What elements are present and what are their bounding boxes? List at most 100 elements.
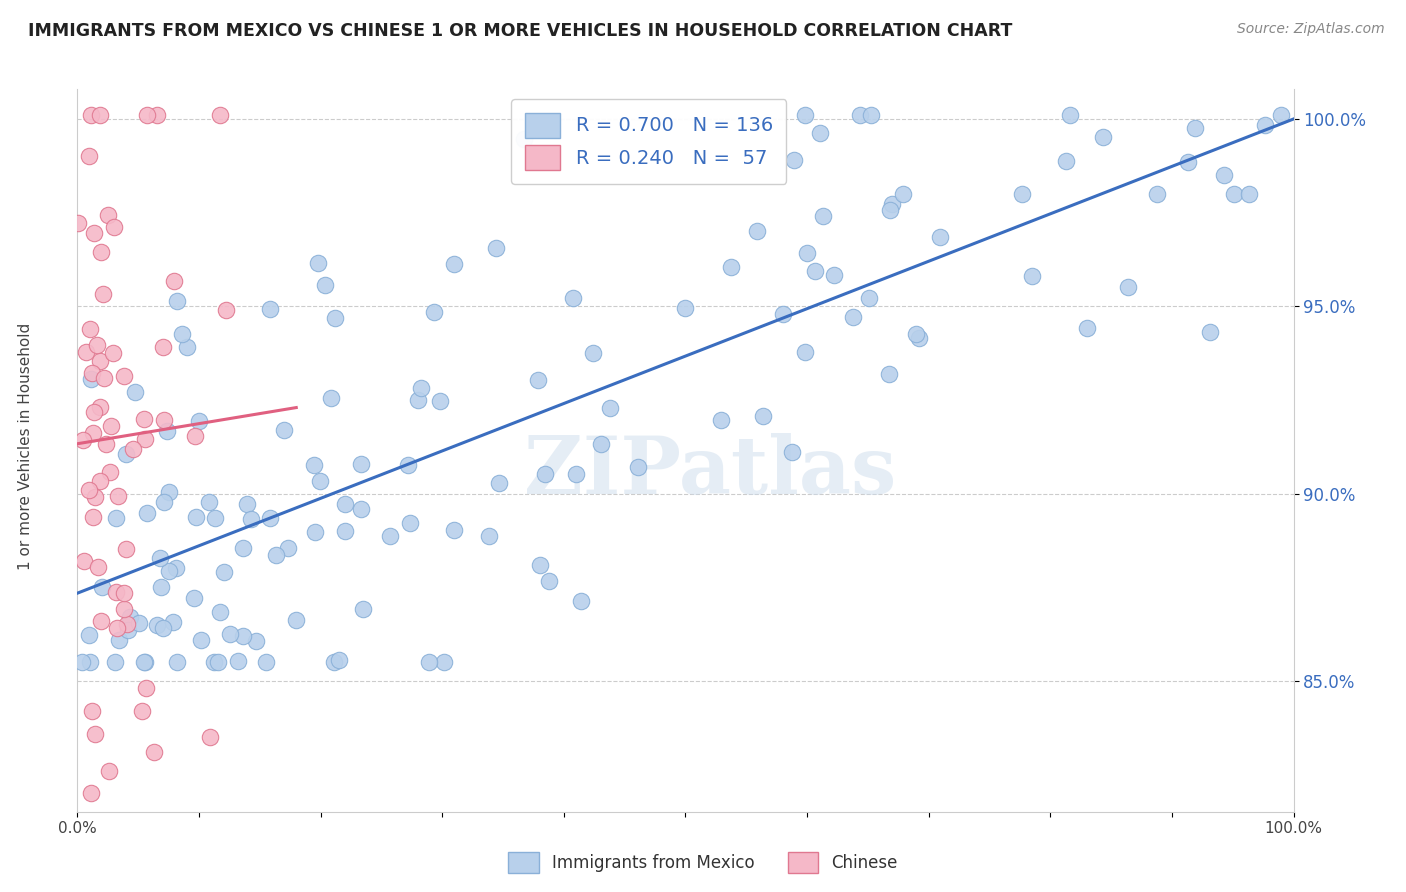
Point <box>589 436 612 450</box>
Point <box>184 429 207 443</box>
Point <box>198 494 221 508</box>
Point <box>752 409 775 424</box>
Point <box>156 424 179 438</box>
Point <box>79 655 101 669</box>
Point <box>411 381 433 395</box>
Point <box>72 434 94 448</box>
Point <box>335 497 357 511</box>
Point <box>380 528 402 542</box>
Point <box>302 458 325 472</box>
Point <box>152 412 174 426</box>
Point <box>772 307 794 321</box>
Point <box>112 368 135 383</box>
Point <box>91 286 114 301</box>
Point <box>849 108 872 122</box>
Point <box>207 655 229 669</box>
Point <box>1213 168 1236 182</box>
Point <box>143 745 166 759</box>
Point <box>808 126 831 140</box>
Point <box>107 489 129 503</box>
Point <box>780 445 803 459</box>
Point <box>183 591 205 605</box>
Point <box>406 393 429 408</box>
Point <box>134 432 156 446</box>
Point <box>80 704 103 718</box>
Text: 1 or more Vehicles in Household: 1 or more Vehicles in Household <box>18 322 32 570</box>
Point <box>134 412 156 426</box>
Point <box>284 614 307 628</box>
Point <box>136 108 159 122</box>
Point <box>105 584 128 599</box>
Point <box>82 510 104 524</box>
Point <box>90 580 112 594</box>
Point <box>166 294 188 309</box>
Point <box>710 413 733 427</box>
Point <box>215 303 238 318</box>
Point <box>891 187 914 202</box>
Point <box>418 655 440 669</box>
Legend: Immigrants from Mexico, Chinese: Immigrants from Mexico, Chinese <box>502 846 904 880</box>
Point <box>1021 269 1043 284</box>
Point <box>1270 108 1292 122</box>
Point <box>673 301 696 315</box>
Point <box>323 311 346 326</box>
Point <box>128 615 150 630</box>
Point <box>794 108 817 122</box>
Point <box>157 485 180 500</box>
Point <box>236 498 259 512</box>
Point <box>534 467 557 482</box>
Point <box>561 291 583 305</box>
Point <box>79 322 101 336</box>
Point <box>98 465 121 479</box>
Point <box>166 655 188 669</box>
Point <box>202 655 225 669</box>
Point <box>94 437 117 451</box>
Point <box>212 565 235 579</box>
Text: IMMIGRANTS FROM MEXICO VS CHINESE 1 OR MORE VEHICLES IN HOUSEHOLD CORRELATION CH: IMMIGRANTS FROM MEXICO VS CHINESE 1 OR M… <box>28 22 1012 40</box>
Point <box>165 560 187 574</box>
Point <box>121 442 143 457</box>
Point <box>89 108 111 122</box>
Point <box>80 366 103 380</box>
Point <box>112 585 135 599</box>
Point <box>186 509 208 524</box>
Point <box>89 400 111 414</box>
Point <box>101 346 124 360</box>
Point <box>880 197 903 211</box>
Point <box>118 610 141 624</box>
Point <box>565 467 588 481</box>
Point <box>1076 321 1098 335</box>
Point <box>134 655 156 669</box>
Point <box>526 373 548 387</box>
Point <box>429 393 451 408</box>
Point <box>135 681 157 696</box>
Point <box>83 727 105 741</box>
Point <box>86 559 108 574</box>
Text: Source: ZipAtlas.com: Source: ZipAtlas.com <box>1237 22 1385 37</box>
Point <box>239 512 262 526</box>
Point <box>135 506 157 520</box>
Point <box>259 510 281 524</box>
Point <box>103 220 125 235</box>
Point <box>478 529 501 543</box>
Point <box>90 245 112 260</box>
Point <box>114 602 136 616</box>
Point <box>90 615 112 629</box>
Point <box>783 153 806 168</box>
Point <box>152 340 174 354</box>
Point <box>273 423 295 437</box>
Point <box>322 655 344 669</box>
Point <box>328 653 350 667</box>
Point <box>146 108 169 122</box>
Point <box>226 653 249 667</box>
Point <box>352 602 374 616</box>
Point <box>89 474 111 488</box>
Point <box>582 346 605 360</box>
Point <box>80 372 103 386</box>
Point <box>1184 121 1206 136</box>
Point <box>198 730 221 744</box>
Point <box>124 385 146 400</box>
Point <box>97 208 120 222</box>
Point <box>745 223 768 237</box>
Point <box>254 655 277 669</box>
